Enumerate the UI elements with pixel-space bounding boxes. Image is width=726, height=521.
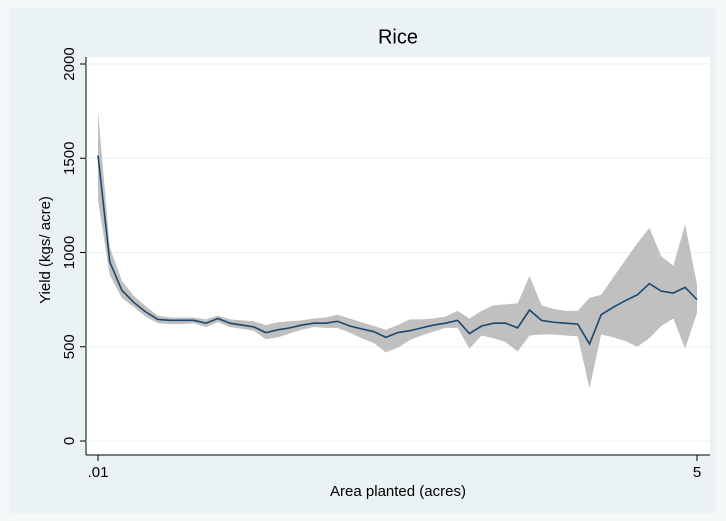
- y-axis-label: Yield (kgs/ acre): [37, 196, 54, 304]
- y-tick-label: 0: [61, 437, 78, 445]
- x-tick-label: .01: [88, 464, 109, 481]
- confidence-band: [98, 111, 697, 389]
- y-tick-label: 2000: [61, 47, 78, 80]
- line: [97, 155, 698, 346]
- chart-title: Rice: [378, 26, 418, 48]
- x-axis-label: Area planted (acres): [330, 483, 466, 500]
- y-tick-label: 500: [61, 334, 78, 359]
- x-tick-label: 5: [693, 464, 701, 481]
- plot-area: [86, 57, 710, 455]
- y-tick-label: 1500: [61, 142, 78, 175]
- y-tick-label: 1000: [61, 236, 78, 269]
